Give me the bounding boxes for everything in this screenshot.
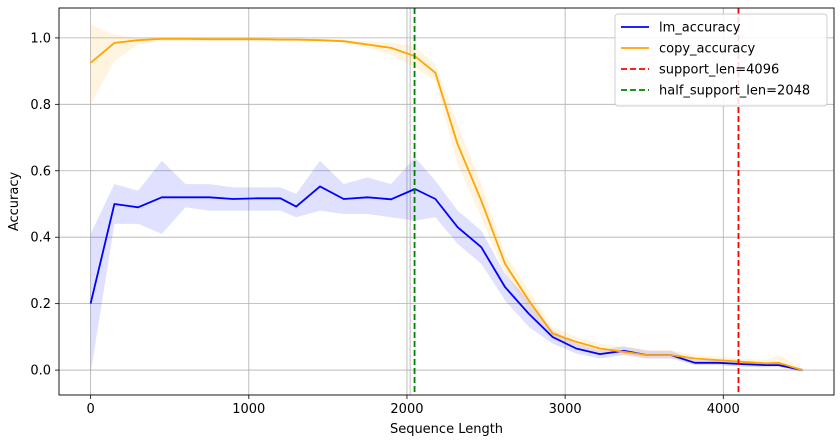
lm_accuracy-band (90, 157, 803, 374)
x-axis-ticks: 0 1000 2000 3000 4000 (86, 395, 740, 417)
y-axis-ticks: 0.0 0.2 0.4 0.6 0.8 1.0 (30, 31, 59, 379)
y-tick-label: 0.6 (30, 164, 51, 179)
legend-label: copy_accuracy (659, 42, 756, 57)
x-tick-label: 4000 (707, 402, 740, 417)
axes-frame (58, 7, 835, 396)
y-tick-label: 0.2 (30, 297, 51, 312)
legend-label: support_len=4096 (659, 63, 779, 78)
x-tick-label: 2000 (390, 402, 423, 417)
x-tick-label: 1000 (232, 402, 265, 417)
legend: lm_accuracy copy_accuracy support_len=4096… (614, 13, 828, 107)
x-tick-label: 0 (86, 402, 94, 417)
lm_accuracy-line (89, 185, 803, 371)
copy_accuracy-line (90, 38, 803, 371)
y-tick-label: 1.0 (30, 31, 51, 46)
y-axis-label: Accuracy (7, 172, 22, 232)
legend-label: lm_accuracy (659, 21, 741, 36)
y-tick-label: 0.0 (30, 364, 51, 379)
legend-label: half_support_len=2048 (659, 84, 810, 99)
series-lines (89, 38, 803, 371)
y-tick-label: 0.8 (30, 98, 51, 113)
confidence-bands (90, 24, 803, 374)
y-tick-label: 0.4 (30, 231, 51, 246)
x-axis-label: Sequence Length (390, 422, 503, 437)
x-tick-label: 3000 (549, 402, 582, 417)
legend-box (614, 13, 828, 107)
